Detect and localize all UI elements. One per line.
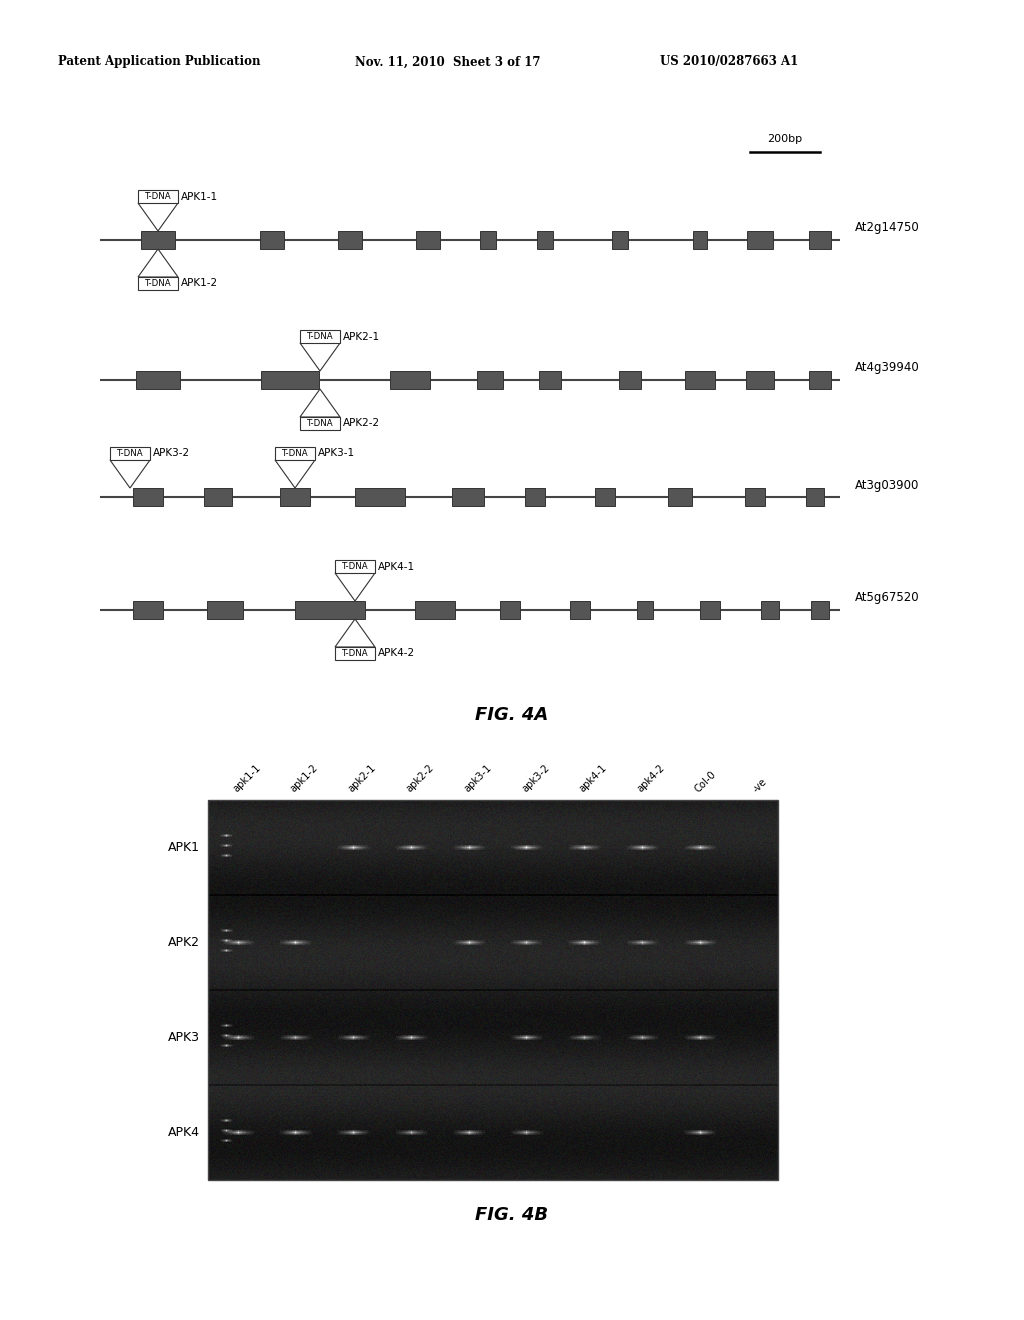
Polygon shape xyxy=(110,459,150,488)
Polygon shape xyxy=(138,249,178,277)
Text: At4g39940: At4g39940 xyxy=(855,362,920,375)
Text: APK1: APK1 xyxy=(168,841,200,854)
Bar xyxy=(141,231,175,249)
Text: T-DNA: T-DNA xyxy=(144,279,171,288)
Text: APK1-1: APK1-1 xyxy=(181,191,218,202)
Polygon shape xyxy=(138,203,178,231)
Text: apk2-1: apk2-1 xyxy=(346,763,378,795)
Bar xyxy=(595,488,615,506)
Bar xyxy=(416,231,440,249)
Text: US 2010/0287663 A1: US 2010/0287663 A1 xyxy=(660,55,799,69)
Bar xyxy=(480,231,496,249)
Bar xyxy=(618,371,641,389)
Bar xyxy=(338,231,362,249)
Bar xyxy=(415,601,455,619)
Text: At3g03900: At3g03900 xyxy=(855,479,920,491)
Text: T-DNA: T-DNA xyxy=(306,333,334,341)
Bar xyxy=(355,488,406,506)
Text: apk1-2: apk1-2 xyxy=(289,763,321,795)
Bar xyxy=(693,231,707,249)
Text: APK2: APK2 xyxy=(168,936,200,949)
Bar xyxy=(280,488,310,506)
Text: apk3-1: apk3-1 xyxy=(462,763,494,795)
Bar xyxy=(746,231,773,249)
Text: T-DNA: T-DNA xyxy=(117,449,143,458)
Bar xyxy=(275,447,315,459)
Bar xyxy=(570,601,590,619)
Bar xyxy=(133,601,163,619)
Text: At5g67520: At5g67520 xyxy=(855,591,920,605)
Polygon shape xyxy=(335,573,375,601)
Bar xyxy=(335,647,375,660)
Bar xyxy=(637,601,653,619)
Bar xyxy=(260,231,284,249)
Bar xyxy=(390,371,430,389)
Bar xyxy=(335,560,375,573)
Text: Nov. 11, 2010  Sheet 3 of 17: Nov. 11, 2010 Sheet 3 of 17 xyxy=(355,55,541,69)
Bar xyxy=(668,488,692,506)
Text: apk2-2: apk2-2 xyxy=(404,763,436,795)
Polygon shape xyxy=(335,619,375,647)
Bar xyxy=(208,800,778,1180)
Text: 200bp: 200bp xyxy=(767,135,803,144)
Bar xyxy=(806,488,824,506)
Text: APK3-1: APK3-1 xyxy=(318,449,355,458)
Bar xyxy=(537,231,553,249)
Text: APK3-2: APK3-2 xyxy=(153,449,190,458)
Bar xyxy=(612,231,628,249)
Bar xyxy=(685,371,715,389)
Bar xyxy=(477,371,503,389)
Polygon shape xyxy=(300,343,340,371)
Text: FIG. 4A: FIG. 4A xyxy=(475,706,549,723)
Text: APK2-1: APK2-1 xyxy=(343,331,380,342)
Text: Col-0: Col-0 xyxy=(693,768,719,795)
Bar xyxy=(811,601,829,619)
Text: APK4-1: APK4-1 xyxy=(378,561,415,572)
Bar xyxy=(809,371,831,389)
Text: APK4-2: APK4-2 xyxy=(378,648,415,659)
Text: APK4: APK4 xyxy=(168,1126,200,1139)
Bar xyxy=(300,417,340,430)
Bar xyxy=(136,371,180,389)
Text: apk4-1: apk4-1 xyxy=(578,763,609,795)
Text: T-DNA: T-DNA xyxy=(282,449,308,458)
Bar xyxy=(138,277,178,290)
Bar xyxy=(204,488,232,506)
Polygon shape xyxy=(275,459,315,488)
Text: T-DNA: T-DNA xyxy=(342,562,369,572)
Bar xyxy=(700,601,720,619)
Bar xyxy=(525,488,545,506)
Bar xyxy=(452,488,484,506)
Text: -ve: -ve xyxy=(751,776,769,795)
Bar xyxy=(539,371,561,389)
Bar xyxy=(110,447,150,459)
Bar xyxy=(138,190,178,203)
Text: APK1-2: APK1-2 xyxy=(181,279,218,289)
Text: APK3: APK3 xyxy=(168,1031,200,1044)
Text: APK2-2: APK2-2 xyxy=(343,418,380,429)
Text: T-DNA: T-DNA xyxy=(342,649,369,657)
Text: At2g14750: At2g14750 xyxy=(855,222,920,235)
Bar xyxy=(500,601,520,619)
Bar xyxy=(207,601,243,619)
Bar xyxy=(745,488,765,506)
Text: FIG. 4B: FIG. 4B xyxy=(475,1206,549,1224)
Bar xyxy=(261,371,319,389)
Text: apk3-2: apk3-2 xyxy=(520,763,551,795)
Polygon shape xyxy=(300,389,340,417)
Bar xyxy=(295,601,365,619)
Bar xyxy=(761,601,779,619)
Bar xyxy=(300,330,340,343)
Bar xyxy=(746,371,774,389)
Text: apk4-2: apk4-2 xyxy=(635,763,667,795)
Bar xyxy=(133,488,163,506)
Text: T-DNA: T-DNA xyxy=(306,418,334,428)
Text: apk1-1: apk1-1 xyxy=(231,763,262,795)
Bar xyxy=(809,231,831,249)
Text: T-DNA: T-DNA xyxy=(144,191,171,201)
Text: Patent Application Publication: Patent Application Publication xyxy=(58,55,260,69)
